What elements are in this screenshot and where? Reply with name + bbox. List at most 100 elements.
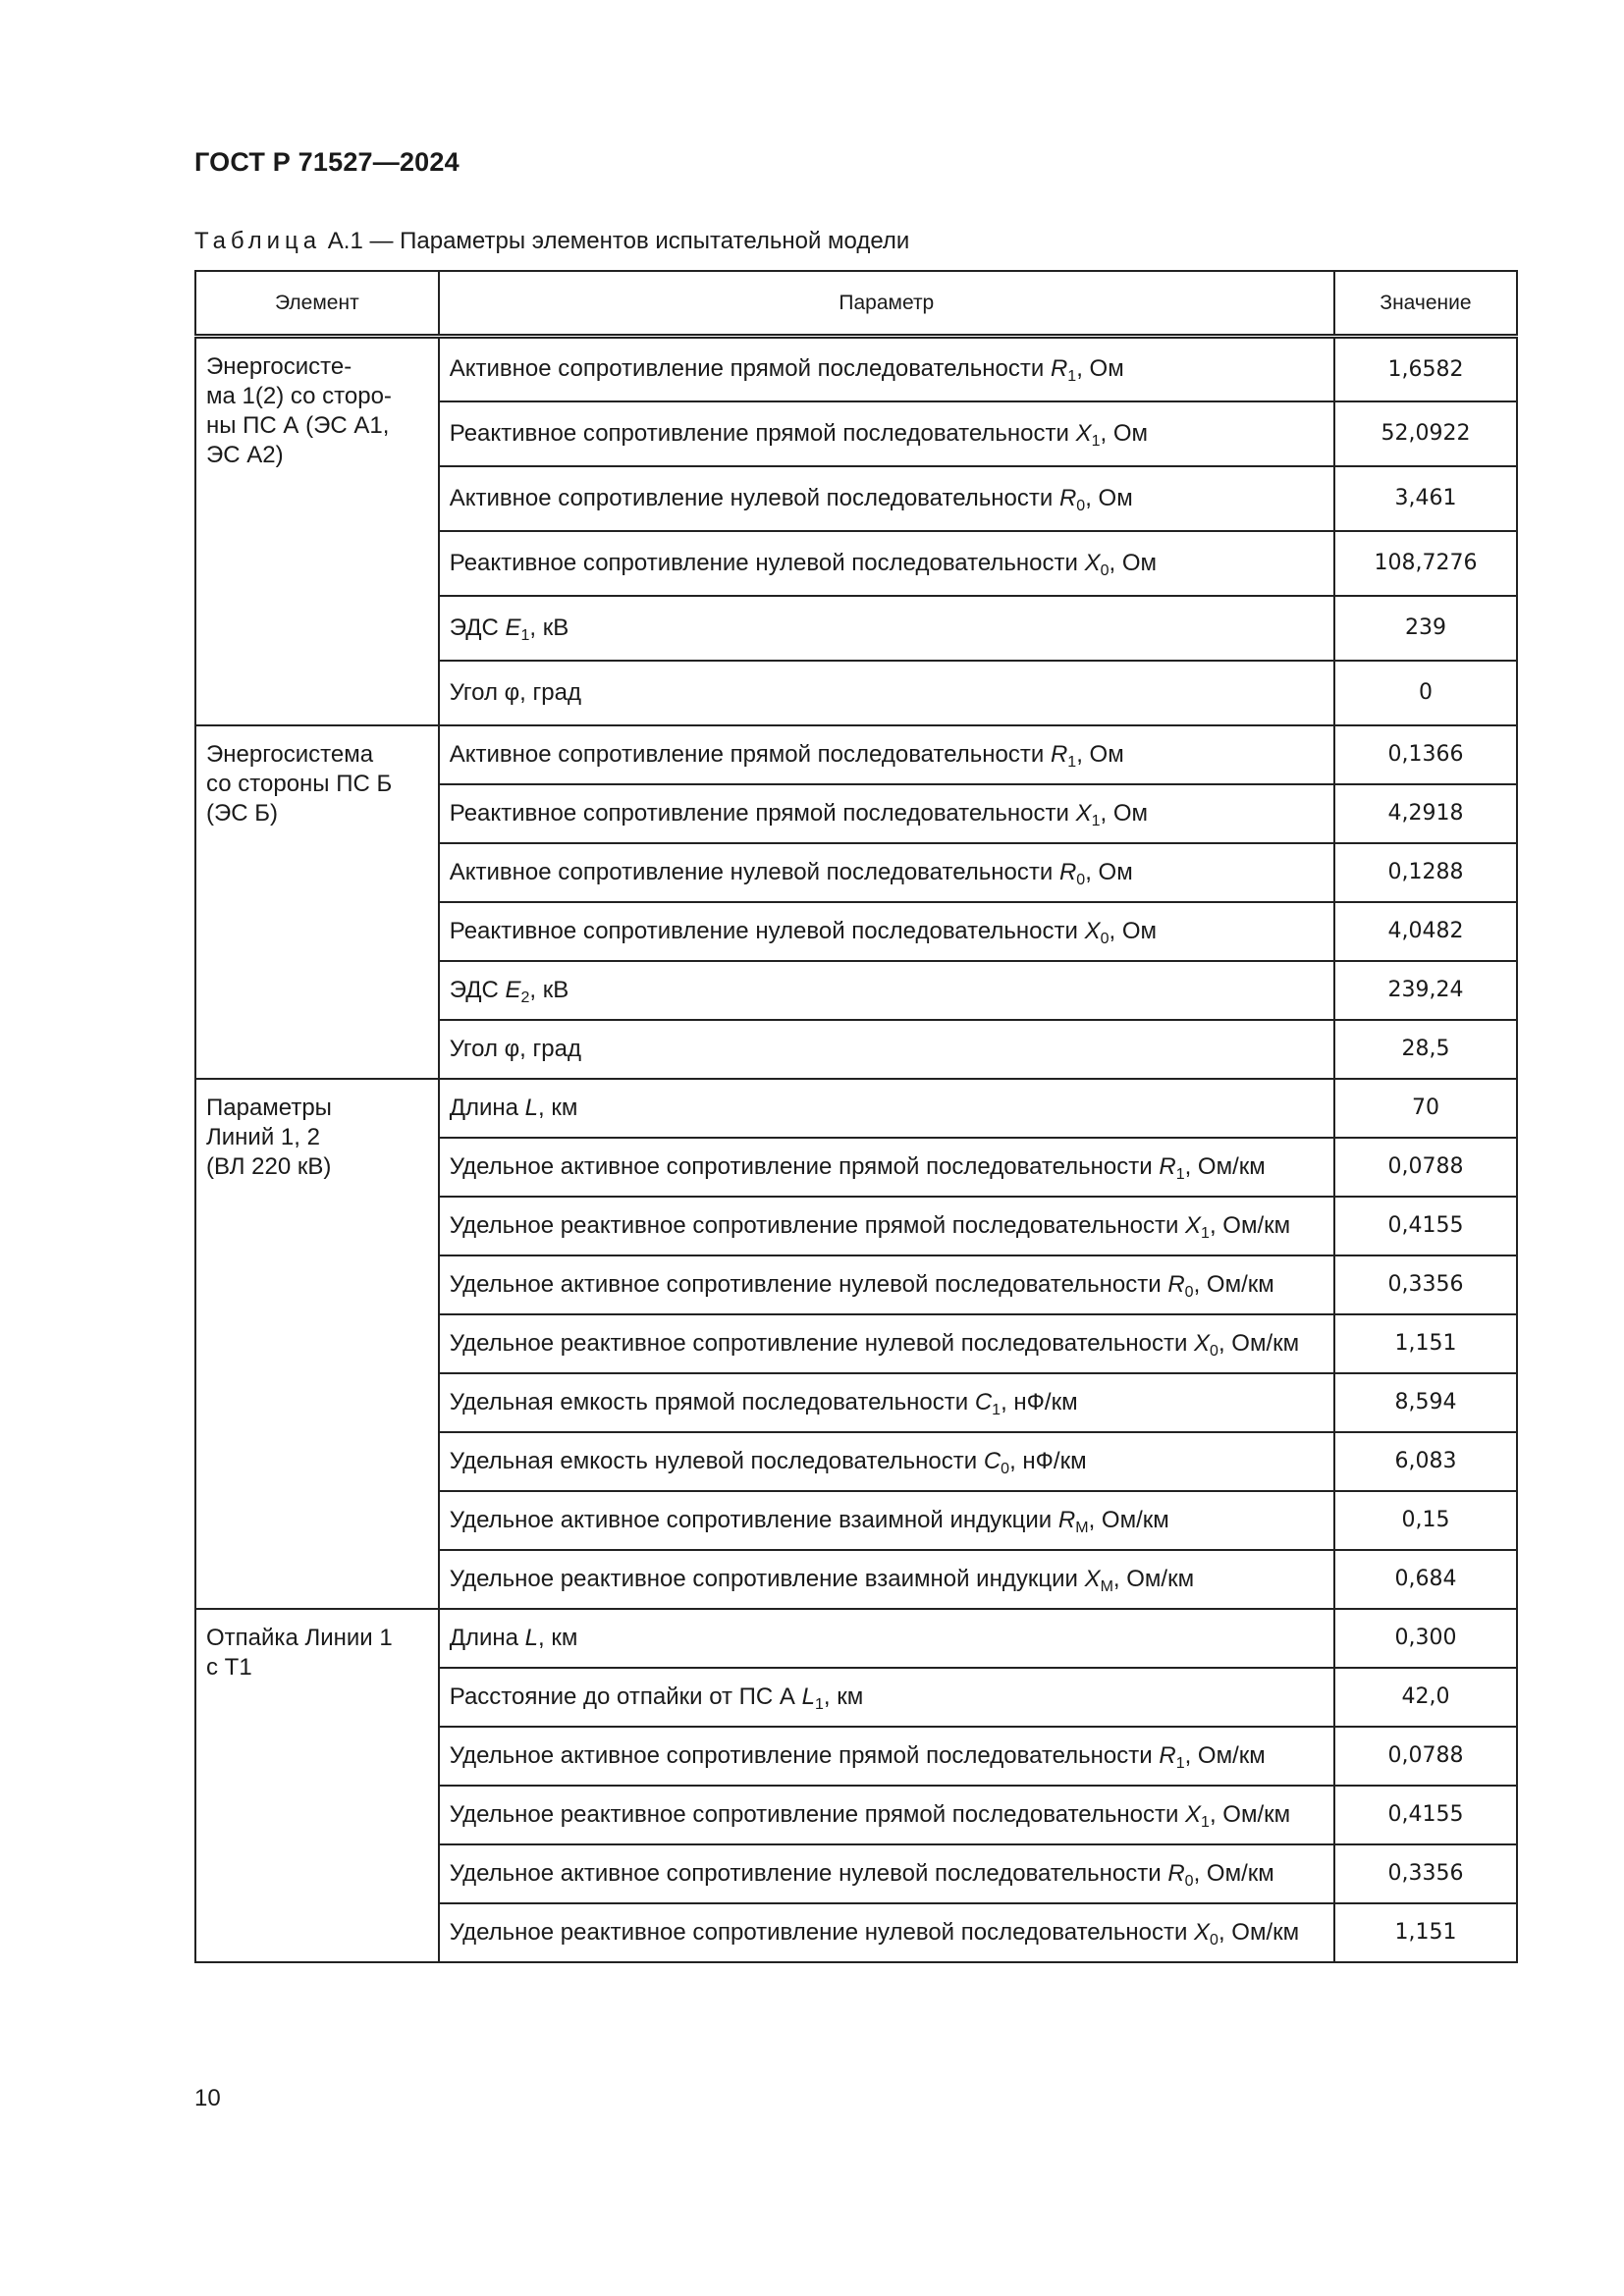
parameter-text: ЭДС [449, 614, 506, 641]
parameter-subscript: 2 [520, 988, 530, 1006]
parameter-text: Удельное активное сопротивление прямой п… [449, 1152, 1160, 1180]
parameter-text: Длина [449, 1094, 525, 1121]
parameter-variable: R [1159, 1741, 1176, 1769]
parameter-variable: C [974, 1388, 993, 1415]
parameter-variable: R [1167, 1270, 1185, 1298]
value-cell: 0,4155 [1332, 1784, 1519, 1845]
table-row: Активное сопротивление нулевой последова… [195, 464, 1519, 532]
table-row: Активное сопротивление нулевой последова… [195, 841, 1519, 903]
parameter-variable: R [1159, 1152, 1176, 1180]
element-cell: Энергосистема со стороны ПС Б (ЭС Б) [194, 723, 440, 1080]
parameter-cell: Удельное активное сопротивление прямой п… [437, 1725, 1335, 1787]
parameter-cell: Расстояние до отпайки от ПС А L1, км [437, 1666, 1335, 1728]
element-line: Линий 1, 2 [206, 1123, 320, 1150]
table-row: Энергосисте-ма 1(2) со сторо-ны ПС А (ЭС… [194, 335, 1519, 726]
parameter-cell: Удельное реактивное сопротивление прямой… [437, 1195, 1335, 1256]
parameter-subscript: 1 [1201, 1813, 1210, 1831]
parameter-variable: X [1084, 917, 1101, 944]
element-line: со стороны ПС Б [206, 770, 393, 797]
parameter-cell: Удельная емкость нулевой последовательно… [437, 1430, 1335, 1492]
parameter-unit: , Ом [1076, 355, 1124, 383]
parameter-text: Удельное реактивное сопротивление нулево… [449, 1329, 1195, 1357]
caption-text: А.1 — Параметры элементов испытательной … [321, 228, 910, 254]
table-row: Расстояние до отпайки от ПС А L1, км 42,0 [195, 1666, 1519, 1728]
parameter-subscript: 1 [814, 1695, 824, 1713]
value-cell: 52,0922 [1332, 400, 1519, 467]
parameter-unit: , Ом/км [1184, 1152, 1266, 1180]
parameter-cell: Активное сопротивление нулевой последова… [437, 841, 1335, 903]
caption-prefix: Таблица [194, 228, 322, 254]
element-line: ма 1(2) со сторо- [206, 383, 392, 409]
parameter-unit: , Ом/км [1218, 1918, 1300, 1946]
table-row: Реактивное сопротивление нулевой последо… [195, 900, 1519, 962]
parameter-unit: , Ом [1076, 740, 1124, 768]
parameter-cell: Удельная емкость прямой последовательнос… [437, 1371, 1335, 1433]
parameter-text: Удельное реактивное сопротивление прямой… [449, 1800, 1186, 1828]
value-cell: 1,151 [1332, 1901, 1519, 1963]
parameter-cell: ЭДС E2, кВ [437, 959, 1335, 1021]
table-row: ЭДС E1, кВ 239 [195, 594, 1519, 662]
parameter-cell: Длина L, км [437, 1607, 1335, 1669]
parameter-subscript: 1 [1175, 1754, 1185, 1772]
parameter-subscript: 1 [992, 1401, 1001, 1418]
parameter-subscript: 0 [1076, 871, 1086, 888]
parameter-subscript: 0 [1076, 497, 1086, 514]
value-cell: 0,300 [1332, 1607, 1519, 1669]
table-row: Удельное активное сопротивление взаимной… [195, 1489, 1519, 1551]
value-cell: 1,6582 [1332, 335, 1519, 402]
parameter-cell: Активное сопротивление прямой последоват… [437, 723, 1335, 785]
parameter-text: Реактивное сопротивление прямой последов… [449, 419, 1076, 447]
value-cell: 1,151 [1332, 1312, 1519, 1374]
parameter-cell: Удельное активное сопротивление взаимной… [437, 1489, 1335, 1551]
parameter-text: Активное сопротивление нулевой последова… [449, 858, 1059, 885]
parameter-subscript: 1 [1175, 1165, 1185, 1183]
parameter-subscript: 0 [1210, 1931, 1218, 1949]
value-cell: 0,0788 [1332, 1136, 1519, 1198]
element-cell: Параметры Линий 1, 2 (ВЛ 220 кВ) [194, 1077, 440, 1610]
parameter-variable: L [524, 1624, 539, 1651]
parameter-subscript: 1 [1067, 753, 1077, 771]
element-line: Параметры [206, 1094, 332, 1121]
page-number: 10 [194, 2085, 221, 2111]
parameter-subscript: 0 [1210, 1342, 1218, 1360]
table-row: Удельное активное сопротивление прямой п… [195, 1136, 1519, 1198]
parameter-unit: , Ом [1100, 799, 1149, 827]
value-cell: 0,3356 [1332, 1254, 1519, 1315]
parameter-variable: X [1084, 1565, 1101, 1592]
value-cell: 0,684 [1332, 1548, 1519, 1610]
parameter-unit: , Ом/км [1209, 1800, 1291, 1828]
parameter-subscript: 1 [1067, 368, 1077, 386]
value-cell: 0,4155 [1332, 1195, 1519, 1256]
parameter-cell: Активное сопротивление нулевой последова… [437, 464, 1335, 532]
parameter-variable: X [1194, 1329, 1211, 1357]
parameter-unit: , нФ/км [1009, 1447, 1087, 1474]
header-element: Элемент [194, 270, 440, 339]
value-cell: 42,0 [1332, 1666, 1519, 1728]
table-row: Энергосистема со стороны ПС Б (ЭС Б) Активн… [194, 723, 1519, 1080]
parameter-text: Удельное реактивное сопротивление взаимн… [449, 1565, 1085, 1592]
element-cell: Энергосисте-ма 1(2) со сторо-ны ПС А (ЭС… [194, 335, 440, 726]
table-row: Удельная емкость прямой последовательнос… [195, 1371, 1519, 1433]
header-parameter: Параметр [437, 270, 1335, 339]
parameter-text: Удельная емкость прямой последовательнос… [449, 1388, 975, 1415]
table-row: Угол φ, град 0 [195, 659, 1519, 726]
parameter-unit: , Ом/км [1218, 1329, 1300, 1357]
table-row: Реактивное сопротивление нулевой последо… [195, 529, 1519, 597]
parameter-cell: Угол φ, град [437, 1018, 1335, 1080]
parameter-subscript: 1 [1091, 812, 1101, 829]
parameter-variable: X [1185, 1211, 1202, 1239]
table-body: Энергосисте-ма 1(2) со сторо-ны ПС А (ЭС… [194, 335, 1519, 1963]
parameter-variable: X [1075, 419, 1092, 447]
parameter-cell: Удельное реактивное сопротивление нулево… [437, 1901, 1335, 1963]
parameter-cell: Длина L, км [437, 1077, 1335, 1139]
table-row: Удельное реактивное сопротивление прямой… [195, 1784, 1519, 1845]
parameter-unit: , нФ/км [1001, 1388, 1078, 1415]
table-caption: Таблица А.1 — Параметры элементов испыта… [194, 228, 909, 255]
parameter-text: Угол φ, град [449, 1035, 581, 1062]
parameter-cell: Реактивное сопротивление нулевой последо… [437, 529, 1335, 597]
parameter-variable: X [1194, 1918, 1211, 1946]
parameter-cell: Удельное активное сопротивление прямой п… [437, 1136, 1335, 1198]
value-cell: 239,24 [1332, 959, 1519, 1021]
